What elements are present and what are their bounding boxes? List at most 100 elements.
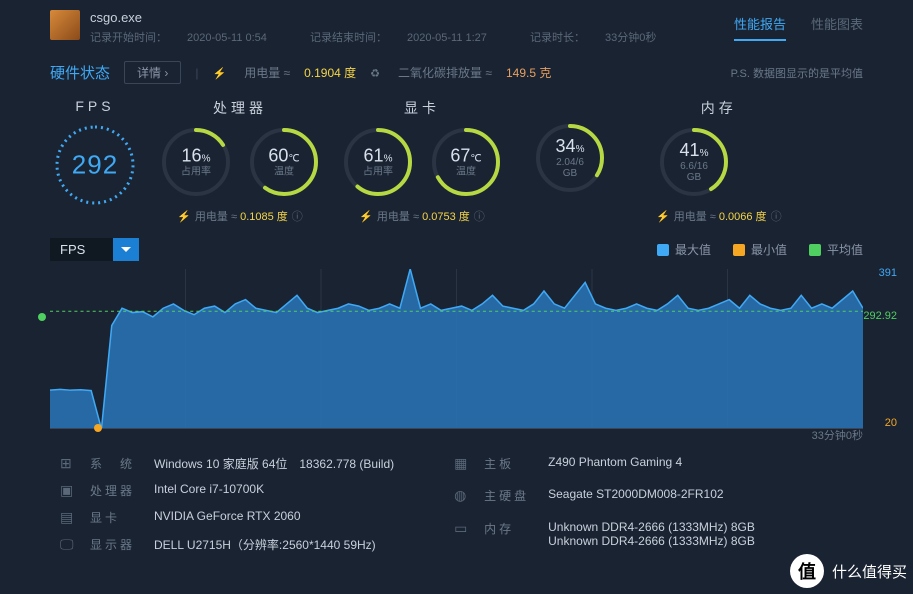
gpu-gauge: 显卡 61%占用率 67℃温度 用电量 ≈ 0.0753 度 ⓘ xyxy=(340,98,504,224)
specs-right: ▦ 主板 Z490 Phantom Gaming 4 ◍ 主硬盘 Seagate ST2… xyxy=(454,455,755,553)
disp-value: DELL U2715H（分辨率:2560*1440 59Hz) xyxy=(154,536,394,553)
y-max: 391 xyxy=(879,267,897,279)
note: P.S. 数据图显示的是平均值 xyxy=(731,65,863,81)
gpu-power-value: 0.0753 度 xyxy=(422,211,470,223)
mem-power: 用电量 ≈ 0.0066 度ⓘ xyxy=(656,208,782,224)
min-marker-icon xyxy=(94,424,102,432)
gpu-label: 显卡 xyxy=(90,509,144,526)
os-icon: ⊞ xyxy=(60,455,80,472)
gpu-power-label: 用电量 ≈ xyxy=(377,211,419,223)
co2-icon xyxy=(370,66,384,80)
tab-report[interactable]: 性能报告 xyxy=(734,14,786,41)
watermark: 值 什么值得买 xyxy=(790,554,907,588)
os-value: Windows 10 家庭版 64位 18362.778 (Build) xyxy=(154,455,394,472)
legend: 最大值 最小值 平均值 xyxy=(657,241,863,258)
tabs: 性能报告 性能图表 xyxy=(734,14,863,41)
end-time: 2020-05-11 1:27 xyxy=(407,32,487,44)
cpu-power-label: 用电量 ≈ xyxy=(195,211,237,223)
chart-header: FPS 最大值 最小值 平均值 xyxy=(0,228,913,267)
fps-chart: 391 292.92 20 33分钟0秒 xyxy=(50,269,863,429)
start-label: 记录开始时间： xyxy=(90,32,167,44)
mem-gauge: x 34%2.04/6 GB xyxy=(532,98,608,196)
co2-label: 二氧化碳排放量 ≈ xyxy=(398,64,492,81)
plug-icon xyxy=(213,66,231,80)
gauge-ring: 61%占用率 xyxy=(340,124,416,200)
fps-ring: 292 xyxy=(50,120,140,210)
disk-label: 主硬盘 xyxy=(484,487,538,504)
header: csgo.exe 记录开始时间： 2020-05-11 0:54 记录结束时间： 2… xyxy=(0,0,913,51)
gauge-ring: 67℃温度 xyxy=(428,124,504,200)
legend-max: 最大值 xyxy=(657,241,711,258)
gauges: FPS 292 处理器 16%占用率 60℃温度 用电量 ≈ 0.1085 度 ⓘ… xyxy=(0,90,913,228)
duration: 33分钟0秒 xyxy=(605,32,656,44)
chevron-down-icon[interactable] xyxy=(113,238,139,261)
app-icon xyxy=(50,10,80,40)
fps-gauge: FPS 292 xyxy=(50,98,140,210)
watermark-text: 什么值得买 xyxy=(832,561,907,582)
legend-avg: 平均值 xyxy=(809,241,863,258)
cpu-gauge: 处理器 16%占用率 60℃温度 用电量 ≈ 0.1085 度 ⓘ xyxy=(158,98,322,224)
legend-min: 最小值 xyxy=(733,241,787,258)
mem-label: 内存 xyxy=(484,520,538,537)
cpu-power-value: 0.1085 度 xyxy=(240,211,288,223)
y-avg: 292.92 xyxy=(863,310,897,322)
gpu-value: NVIDIA GeForce RTX 2060 xyxy=(154,509,394,523)
cpu-title: 处理器 xyxy=(158,98,322,118)
mem-title: 内存 xyxy=(656,98,782,118)
mb-label: 主板 xyxy=(484,455,538,472)
plug-icon xyxy=(177,211,195,223)
gpu-icon: ▤ xyxy=(60,509,80,526)
cpu-icon: ▣ xyxy=(60,482,80,499)
cpu-power: 用电量 ≈ 0.1085 度 ⓘ xyxy=(158,208,322,224)
gauge-ring: 41%6.6/16 GB xyxy=(656,124,732,200)
help-icon[interactable]: ⓘ xyxy=(474,211,485,223)
app-name: csgo.exe xyxy=(90,10,734,25)
y-min: 20 xyxy=(885,417,897,429)
app-meta: 记录开始时间： 2020-05-11 0:54 记录结束时间： 2020-05-11… xyxy=(90,29,734,45)
mem-value: Unknown DDR4-2666 (1333MHz) 8GBUnknown D… xyxy=(548,520,755,548)
plug-icon xyxy=(359,211,377,223)
status-row: 硬件状态 详情 › | 用电量 ≈ 0.1904 度 二氧化碳排放量 ≈ 149… xyxy=(0,51,913,90)
avg-marker-icon xyxy=(38,313,46,321)
detail-label: 详情 xyxy=(137,66,161,80)
help-icon[interactable]: ⓘ xyxy=(292,211,303,223)
disk-value: Seagate ST2000DM008-2FR102 xyxy=(548,487,755,501)
gpu-power: 用电量 ≈ 0.0753 度 ⓘ xyxy=(340,208,504,224)
app-info: csgo.exe 记录开始时间： 2020-05-11 0:54 记录结束时间： 2… xyxy=(90,10,734,45)
start-time: 2020-05-11 0:54 xyxy=(187,32,267,44)
hw-title: 硬件状态 xyxy=(50,62,110,83)
mem1: Unknown DDR4-2666 (1333MHz) 8GB xyxy=(548,520,755,534)
metric-dropdown[interactable]: FPS xyxy=(50,238,139,261)
specs-left: ⊞ 系 统 Windows 10 家庭版 64位 18362.778 (Build)… xyxy=(60,455,394,553)
gauge-ring: 16%占用率 xyxy=(158,124,234,200)
mem2: Unknown DDR4-2666 (1333MHz) 8GB xyxy=(548,534,755,548)
detail-button[interactable]: 详情 › xyxy=(124,61,181,84)
specs: ⊞ 系 统 Windows 10 家庭版 64位 18362.778 (Build)… xyxy=(0,433,913,563)
tab-chart[interactable]: 性能图表 xyxy=(811,14,863,41)
mem-icon: ▭ xyxy=(454,520,474,537)
mem-power-value: 0.0066 度 xyxy=(719,211,767,223)
watermark-badge: 值 xyxy=(790,554,824,588)
disp-label: 显示器 xyxy=(90,536,144,553)
os-label: 系 统 xyxy=(90,455,144,472)
display-icon: 🖵 xyxy=(60,536,80,553)
duration-label: 记录时长： xyxy=(530,32,585,44)
end-label: 记录结束时间： xyxy=(310,32,387,44)
gauge-ring: 34%2.04/6 GB xyxy=(532,120,608,196)
power-value: 0.1904 度 xyxy=(304,64,356,81)
power-label: 用电量 ≈ xyxy=(244,64,290,81)
gauge-ring: 60℃温度 xyxy=(246,124,322,200)
cpu-label: 处理器 xyxy=(90,482,144,499)
gpu-title: 显卡 xyxy=(340,98,504,118)
dropdown-label: FPS xyxy=(50,238,113,261)
sep: | xyxy=(195,66,198,80)
cpu-value: Intel Core i7-10700K xyxy=(154,482,394,496)
fps-value: 292 xyxy=(72,150,118,180)
co2-value: 149.5 克 xyxy=(506,64,551,81)
mb-icon: ▦ xyxy=(454,455,474,472)
mb-value: Z490 Phantom Gaming 4 xyxy=(548,455,755,469)
help-icon[interactable]: ⓘ xyxy=(771,211,782,223)
ram-gauge: 内存 41%6.6/16 GB 用电量 ≈ 0.0066 度ⓘ xyxy=(656,98,782,224)
fps-title: FPS xyxy=(50,98,140,114)
disk-icon: ◍ xyxy=(454,487,474,504)
